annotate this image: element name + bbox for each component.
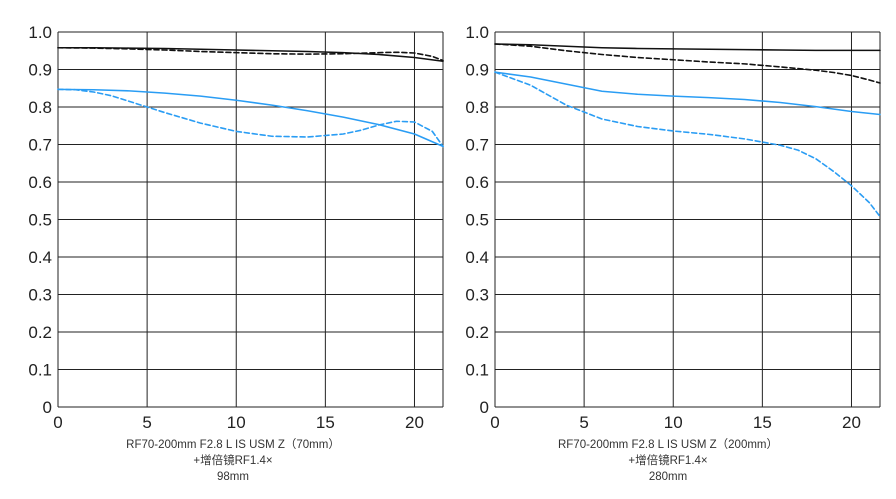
x-tick-label: 15 <box>316 413 335 432</box>
y-tick-label: 1.0 <box>465 23 489 42</box>
y-tick-label: 0.2 <box>465 323 489 342</box>
y-tick-label: 0.4 <box>465 248 489 267</box>
series-line-4 <box>57 88 444 148</box>
y-tick-label: 0.4 <box>28 248 52 267</box>
series-line-3 <box>494 71 881 116</box>
chart-caption-line: RF70-200mm F2.8 L IS USM Z（70mm） <box>126 438 340 451</box>
x-tick-label: 10 <box>664 413 683 432</box>
y-tick-label: 0.7 <box>465 136 489 155</box>
series-line-2 <box>57 46 444 62</box>
y-tick-label: 0.6 <box>465 173 489 192</box>
series-line-1 <box>57 46 444 63</box>
chart-panel-1: 0 0.1 0.2 0.3 0.4 0.5 0.6 0.7 0.8 0.9 1.0 0 5 10 15 20 R… <box>28 23 444 483</box>
y-tick-label: 1.0 <box>28 23 52 42</box>
y-tick-label: 0 <box>480 398 489 417</box>
series-line-4 <box>494 71 881 218</box>
y-tick-label: 0.2 <box>28 323 52 342</box>
series-line-3 <box>57 88 444 148</box>
x-tick-label: 10 <box>227 413 246 432</box>
y-tick-label: 0.6 <box>28 173 52 192</box>
chart-panel-2: 0 0.1 0.2 0.3 0.4 0.5 0.6 0.7 0.8 0.9 1.0 0 5 10 15 20 R… <box>465 23 881 483</box>
y-tick-label: 0.9 <box>28 61 52 80</box>
y-tick-label: 0 <box>43 398 52 417</box>
y-tick-label: 0.1 <box>465 361 489 380</box>
y-tick-label: 0.7 <box>28 136 52 155</box>
series-line-1 <box>494 43 881 52</box>
y-tick-label: 0.5 <box>465 211 489 230</box>
chart-caption-line: 280mm <box>649 471 687 483</box>
y-tick-label: 0.3 <box>465 286 489 305</box>
y-tick-label: 0.1 <box>28 361 52 380</box>
x-tick-label: 15 <box>753 413 772 432</box>
y-tick-label: 0.9 <box>465 61 489 80</box>
chart-caption-line: +增倍镜RF1.4× <box>628 453 707 467</box>
x-tick-label: 5 <box>579 413 588 432</box>
y-tick-label: 0.5 <box>28 211 52 230</box>
chart-caption-line: RF70-200mm F2.8 L IS USM Z（200mm） <box>558 438 778 451</box>
y-tick-label: 0.8 <box>28 98 52 117</box>
y-tick-label: 0.3 <box>28 286 52 305</box>
x-tick-label: 0 <box>490 413 499 432</box>
x-tick-label: 20 <box>405 413 424 432</box>
y-tick-label: 0.8 <box>465 98 489 117</box>
series-line-2 <box>494 43 881 84</box>
x-tick-label: 20 <box>842 413 861 432</box>
chart-caption-line: +增倍镜RF1.4× <box>193 453 272 467</box>
x-tick-label: 5 <box>142 413 151 432</box>
x-tick-label: 0 <box>53 413 62 432</box>
chart-caption-line: 98mm <box>217 471 249 483</box>
